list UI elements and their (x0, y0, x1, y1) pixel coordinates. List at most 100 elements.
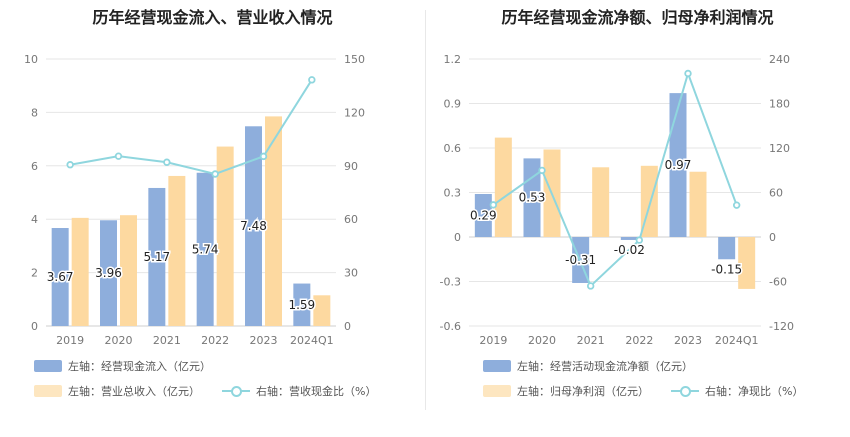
line-point (66, 161, 74, 169)
right-axis-tick-label: 120 (769, 142, 790, 155)
left-axis-tick-label: 0 (454, 231, 461, 244)
left-axis-tick-label: 0.6 (444, 142, 462, 155)
chart-panel-left: 历年经营现金流入、营业收入情况 0 2 4 6 8 10 0 30 60 90 120 150 2019… (24, 8, 376, 399)
right-axis-tick-label: -120 (769, 320, 794, 333)
right-axis-tick-label: 240 (769, 53, 790, 66)
legend-swatch (34, 360, 62, 372)
line-point (163, 158, 171, 166)
right-axis-tick-label: 0 (344, 320, 351, 333)
legend-label: 左轴：经营活动现金流净额（亿元） (517, 360, 693, 373)
bar-data-label: 0.97 (665, 158, 692, 172)
left-axis-tick-label: 1.2 (444, 53, 462, 66)
chart-canvas-left: 0 2 4 6 8 10 0 30 60 90 120 150 2019 2020 2021 2022 2023… (24, 53, 365, 347)
legend-label: 左轴：归母净利润（亿元） (517, 385, 649, 398)
chart-title: 历年经营现金流净额、归母净利润情况 (501, 8, 774, 27)
panel-divider (425, 10, 426, 410)
bar-secondary (168, 175, 186, 326)
line-point (308, 76, 316, 84)
legend-swatch (483, 385, 511, 397)
bar-secondary (592, 167, 610, 237)
bar-secondary (738, 237, 756, 289)
left-axis-tick-label: 0.9 (444, 98, 462, 111)
bar-data-label: 0.53 (519, 191, 546, 205)
bar-data-label: 5.74 (192, 242, 219, 256)
chart-canvas-right: -0.6 -0.3 0 0.3 0.6 0.9 1.2 -120 -60 0 60 120 180 240… (440, 53, 794, 347)
line-point (489, 201, 498, 209)
left-axis-tick-label: -0.6 (440, 320, 461, 333)
x-axis-tick-label: 2019 (56, 334, 84, 347)
bar-primary (718, 237, 736, 260)
bar-primary (51, 228, 69, 326)
bar-data-label: 5.17 (143, 250, 170, 264)
legend-item-net-cash-flow[interactable]: 左轴：经营活动现金流净额（亿元） (483, 358, 693, 374)
legend-label: 左轴：营业总收入（亿元） (68, 385, 200, 398)
left-axis-tick-label: 8 (31, 106, 38, 119)
left-axis-tick-label: 0.3 (444, 187, 462, 200)
line-point (684, 69, 692, 78)
bar-primary (523, 158, 541, 237)
x-axis-tick-label: 2023 (250, 334, 278, 347)
x-axis-tick-label: 2021 (153, 334, 181, 347)
x-axis-tick-label: 2020 (105, 334, 133, 347)
bar-primary (245, 126, 262, 326)
x-axis-tick-label: 2020 (528, 334, 556, 347)
left-axis-tick-label: 6 (31, 160, 38, 173)
x-axis-tick-label: 2022 (625, 334, 653, 347)
left-axis-tick-label: 4 (31, 213, 38, 226)
legend-label: 左轴：经营现金流入（亿元） (68, 360, 211, 373)
left-axis-tick-label: 2 (31, 267, 38, 280)
x-axis-tick-label: 2024Q1 (715, 334, 759, 347)
legend-item-net-profit[interactable]: 左轴：归母净利润（亿元） (483, 383, 649, 399)
legend-item-cash-inflow[interactable]: 左轴：经营现金流入（亿元） (34, 358, 211, 374)
bar-data-label: -0.31 (565, 253, 596, 267)
right-axis-tick-label: 180 (769, 98, 790, 111)
legend-item-net-cash-ratio[interactable]: 右轴：净现比（%） (671, 383, 803, 399)
right-axis-tick-label: 60 (344, 213, 358, 226)
line-point (586, 282, 595, 290)
bar-primary (474, 193, 492, 237)
bar-secondary (216, 146, 234, 326)
legend-line-swatch (222, 385, 250, 397)
bar-secondary (313, 295, 331, 326)
bar-primary (100, 220, 117, 326)
bar-secondary (265, 116, 282, 326)
bar-data-label: 1.59 (288, 298, 315, 312)
legend-item-cash-ratio[interactable]: 右轴：营收现金比（%） (222, 383, 376, 399)
bar-secondary (71, 217, 89, 326)
line-point (114, 152, 123, 160)
line-series (492, 70, 738, 288)
bar-data-label: 3.96 (95, 266, 122, 280)
left-axis-tick-label: 10 (24, 53, 38, 66)
line-point (211, 170, 219, 178)
right-axis-tick-label: 150 (344, 53, 365, 66)
legend-label: 右轴：营收现金比（%） (256, 385, 377, 398)
line-point (635, 236, 644, 244)
x-axis-tick-label: 2021 (577, 334, 605, 347)
bar-secondary (494, 137, 512, 237)
x-axis-tick-label: 2019 (479, 334, 507, 347)
line-series (69, 79, 313, 176)
x-axis-tick-label: 2022 (201, 334, 229, 347)
x-axis-tick-label: 2023 (674, 334, 702, 347)
bar-primary (620, 237, 638, 240)
right-axis-tick-label: 30 (344, 267, 358, 280)
right-axis-tick-label: 90 (344, 160, 358, 173)
line-point (538, 166, 546, 175)
left-axis-tick-label: -0.3 (440, 276, 461, 289)
bar-data-label: 7.48 (240, 219, 267, 233)
bar-data-label: -0.15 (711, 262, 742, 276)
chart-panel-right: 历年经营现金流净额、归母净利润情况 -0.6 -0.3 0 0.3 0.6 0.9 1.2 -… (425, 0, 850, 437)
bar-primary (669, 93, 687, 237)
bar-data-label: -0.02 (614, 243, 645, 257)
legend-item-revenue[interactable]: 左轴：营业总收入（亿元） (34, 383, 200, 399)
x-axis-tick-label: 2024Q1 (290, 334, 334, 347)
bar-primary (196, 172, 214, 326)
right-axis-tick-label: -60 (769, 276, 787, 289)
bar-primary (293, 283, 311, 326)
left-axis-tick-label: 0 (31, 320, 38, 333)
line-point (259, 152, 268, 161)
line-point (732, 201, 741, 209)
legend-swatch (34, 385, 62, 397)
bar-secondary (120, 215, 137, 326)
bar-data-label: 3.67 (47, 270, 74, 284)
